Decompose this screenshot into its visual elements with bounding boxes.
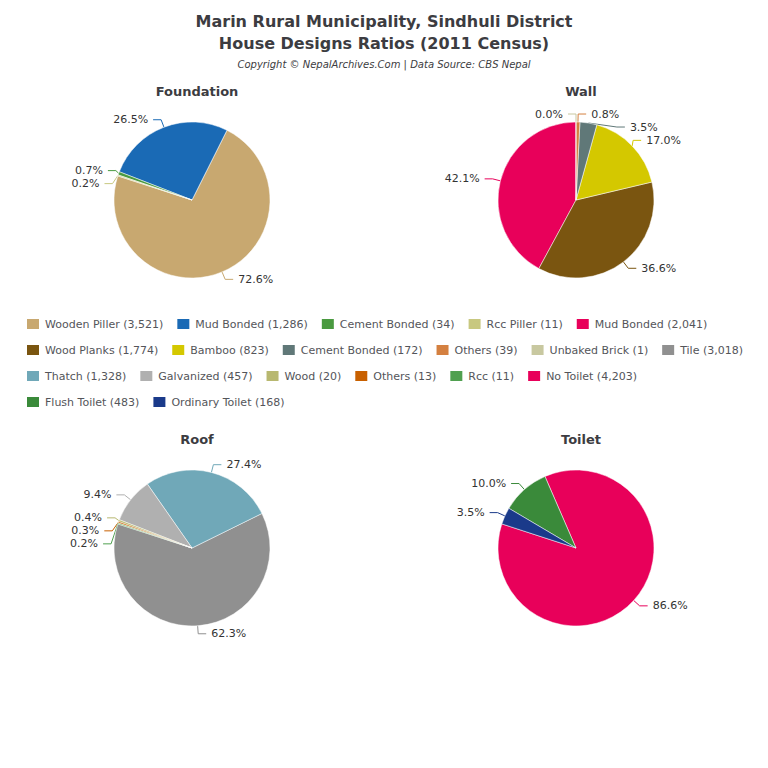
svg-text:3.5%: 3.5%	[457, 506, 485, 519]
svg-text:26.5%: 26.5%	[113, 113, 148, 126]
svg-text:Others (13): Others (13)	[373, 370, 436, 383]
svg-text:10.0%: 10.0%	[471, 477, 506, 490]
svg-text:Cement Bonded (34): Cement Bonded (34)	[340, 318, 455, 331]
svg-text:36.6%: 36.6%	[641, 262, 676, 275]
svg-text:Tile (3,018): Tile (3,018)	[679, 344, 743, 357]
svg-text:Copyright © NepalArchives.Com: Copyright © NepalArchives.Com | Data Sou…	[237, 59, 530, 71]
svg-text:Mud Bonded (2,041): Mud Bonded (2,041)	[595, 318, 708, 331]
svg-text:0.2%: 0.2%	[72, 177, 100, 190]
svg-text:0.7%: 0.7%	[75, 164, 103, 177]
svg-text:Toilet: Toilet	[561, 432, 601, 447]
svg-text:Bamboo (823): Bamboo (823)	[190, 344, 269, 357]
svg-text:86.6%: 86.6%	[653, 599, 688, 612]
svg-text:62.3%: 62.3%	[211, 627, 246, 640]
svg-text:0.8%: 0.8%	[591, 108, 619, 121]
svg-text:27.4%: 27.4%	[226, 458, 261, 471]
svg-text:3.5%: 3.5%	[630, 121, 658, 134]
svg-text:Wall: Wall	[565, 84, 597, 99]
svg-text:Marin Rural Municipality, Sind: Marin Rural Municipality, Sindhuli Distr…	[196, 12, 573, 31]
svg-text:42.1%: 42.1%	[445, 172, 480, 185]
svg-text:Mud Bonded (1,286): Mud Bonded (1,286)	[195, 318, 308, 331]
svg-text:Ordinary Toilet (168): Ordinary Toilet (168)	[171, 396, 284, 409]
svg-text:House Designs Ratios (2011 Cen: House Designs Ratios (2011 Census)	[219, 34, 549, 53]
svg-text:0.0%: 0.0%	[535, 108, 563, 121]
svg-text:0.2%: 0.2%	[70, 537, 98, 550]
svg-text:Roof: Roof	[180, 432, 214, 447]
svg-text:Others (39): Others (39)	[455, 344, 518, 357]
svg-text:Rcc Piller (11): Rcc Piller (11)	[487, 318, 563, 331]
svg-text:No Toilet (4,203): No Toilet (4,203)	[546, 370, 637, 383]
svg-text:Galvanized (457): Galvanized (457)	[158, 370, 252, 383]
svg-text:Wood Planks (1,774): Wood Planks (1,774)	[45, 344, 158, 357]
svg-text:9.4%: 9.4%	[83, 488, 111, 501]
svg-text:Flush Toilet (483): Flush Toilet (483)	[45, 396, 139, 409]
svg-text:Wood (20): Wood (20)	[285, 370, 342, 383]
svg-text:Wooden Piller (3,521): Wooden Piller (3,521)	[45, 318, 163, 331]
svg-text:Unbaked Brick (1): Unbaked Brick (1)	[550, 344, 649, 357]
svg-text:Rcc (11): Rcc (11)	[468, 370, 514, 383]
svg-text:Cement Bonded (172): Cement Bonded (172)	[301, 344, 423, 357]
svg-text:Thatch (1,328): Thatch (1,328)	[44, 370, 126, 383]
svg-text:17.0%: 17.0%	[646, 134, 681, 147]
svg-text:Foundation: Foundation	[156, 84, 239, 99]
svg-text:0.3%: 0.3%	[71, 524, 99, 537]
svg-text:0.4%: 0.4%	[74, 511, 102, 524]
svg-text:72.6%: 72.6%	[238, 273, 273, 286]
